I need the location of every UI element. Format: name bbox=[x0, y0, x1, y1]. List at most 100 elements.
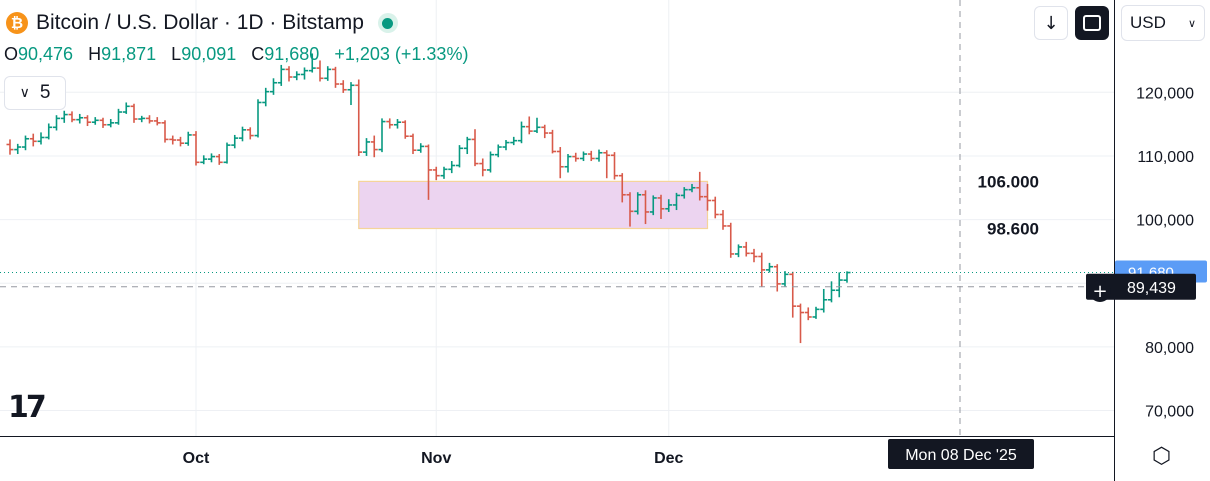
ohlc-bar bbox=[618, 173, 626, 203]
tradingview-logo-icon[interactable]: 17 bbox=[8, 390, 47, 425]
change-value: +1,203 (+1.33%) bbox=[334, 44, 469, 64]
fullscreen-button[interactable] bbox=[1075, 6, 1109, 40]
ohlc-bar bbox=[704, 183, 711, 211]
ohlc-bar bbox=[246, 127, 254, 140]
zone-lower-label: 98.600 bbox=[987, 220, 1039, 239]
ohlc-bar bbox=[14, 143, 22, 155]
ohlc-bar bbox=[680, 187, 688, 199]
ohlc-bar bbox=[742, 241, 750, 257]
ohlc-bar bbox=[378, 118, 386, 153]
time-tick-label: Nov bbox=[421, 450, 451, 467]
ohlc-bar bbox=[169, 135, 177, 145]
symbol-title[interactable]: Bitcoin / U.S. Dollar · 1D · Bitstamp bbox=[36, 11, 364, 34]
price-zone-rectangle[interactable] bbox=[358, 180, 709, 230]
high-value: 91,871 bbox=[101, 44, 157, 64]
ohlc-bar bbox=[84, 115, 91, 127]
high-label: H bbox=[88, 44, 102, 64]
ohlc-bar bbox=[138, 115, 146, 123]
ohlc-bar bbox=[277, 64, 285, 86]
ohlc-bars bbox=[6, 53, 851, 344]
ohlc-bar bbox=[525, 116, 533, 135]
ohlc-bar bbox=[308, 53, 316, 73]
ohlc-bar bbox=[76, 113, 84, 124]
ohlc-bar bbox=[626, 192, 634, 227]
ohlc-bar bbox=[572, 152, 580, 162]
ohlc-bar bbox=[820, 288, 828, 313]
ohlc-bar bbox=[332, 66, 339, 88]
ohlc-bar bbox=[432, 166, 440, 181]
ohlc-bar bbox=[146, 115, 153, 124]
ohlc-bar bbox=[750, 248, 758, 263]
ohlc-bar bbox=[735, 244, 742, 258]
ohlc-bar bbox=[161, 120, 169, 143]
ohlc-bar bbox=[107, 119, 115, 128]
ohlc-bar bbox=[797, 303, 804, 344]
ohlc-bar bbox=[828, 281, 835, 303]
ohlc-bar bbox=[254, 99, 262, 138]
close-value: 91,680 bbox=[264, 44, 320, 64]
ohlc-bar bbox=[533, 117, 541, 134]
ohlc-bar bbox=[122, 102, 130, 114]
ohlc-bar bbox=[719, 210, 727, 230]
ohlc-bar bbox=[835, 272, 843, 298]
open-label: O bbox=[4, 44, 19, 64]
price-tick-label: 80,000 bbox=[1145, 340, 1194, 357]
ohlc-bar bbox=[580, 151, 587, 162]
ohlc-bar bbox=[355, 79, 363, 156]
add-alert-icon[interactable]: + bbox=[1089, 280, 1111, 302]
ohlc-bar bbox=[758, 252, 766, 288]
symbol-header[interactable]: ₿ Bitcoin / U.S. Dollar · 1D · Bitstamp bbox=[6, 9, 398, 37]
ohlc-bar bbox=[91, 117, 99, 125]
ohlc-bar bbox=[789, 271, 797, 318]
chevron-down-icon: ∨ bbox=[1187, 16, 1196, 30]
ohlc-bar bbox=[99, 117, 107, 128]
ohlc-bar bbox=[153, 117, 161, 126]
crosshair-price-box bbox=[1086, 273, 1196, 300]
ohlc-bar bbox=[262, 87, 270, 107]
ohlc-bar bbox=[487, 151, 494, 173]
ohlc-bar bbox=[285, 66, 293, 82]
ohlc-bar bbox=[115, 108, 122, 125]
currency-select[interactable]: USD ∨ bbox=[1121, 5, 1205, 41]
ohlc-bar bbox=[417, 143, 425, 153]
arrow-down-button[interactable]: ↓ bbox=[1034, 6, 1068, 40]
ohlc-bar bbox=[386, 118, 394, 129]
ohlc-bar bbox=[657, 194, 665, 219]
time-tick-label: Dec bbox=[654, 450, 683, 467]
chart-grid bbox=[0, 0, 1114, 436]
ohlc-bar bbox=[231, 134, 239, 149]
ohlc-bar bbox=[409, 133, 417, 155]
ohlc-bar bbox=[192, 131, 200, 166]
ohlc-bar bbox=[208, 153, 215, 163]
ohlc-bar bbox=[440, 166, 448, 179]
open-value: 90,476 bbox=[18, 44, 74, 64]
ohlc-bar bbox=[696, 171, 704, 201]
ohlc-bar bbox=[611, 152, 618, 180]
ohlc-bar bbox=[394, 119, 401, 129]
ohlc-bar bbox=[665, 199, 673, 212]
ohlc-bar bbox=[479, 158, 487, 177]
ohlc-bar bbox=[502, 140, 510, 151]
ohlc-bar bbox=[177, 136, 184, 147]
ohlc-bar bbox=[215, 154, 223, 165]
crosshair-date-label: Mon 08 Dec '25 bbox=[905, 447, 1017, 464]
time-tick-label: Oct bbox=[183, 450, 210, 467]
price-tick-label: 120,000 bbox=[1136, 85, 1194, 102]
bitcoin-icon: ₿ bbox=[6, 12, 28, 34]
ohlc-bar bbox=[316, 60, 324, 82]
ohlc-bar bbox=[363, 138, 370, 156]
ohlc-bar bbox=[673, 192, 680, 211]
arrow-down-icon: ↓ bbox=[1043, 12, 1059, 34]
ohlc-bar bbox=[603, 150, 611, 179]
ohlc-bar bbox=[425, 144, 432, 200]
market-status-icon[interactable] bbox=[377, 13, 398, 33]
ohlc-bar bbox=[347, 82, 355, 106]
low-value: 90,091 bbox=[181, 44, 237, 64]
ohlc-bar bbox=[60, 110, 68, 123]
ohlc-bar bbox=[587, 150, 595, 162]
settings-icon[interactable]: ⬡ bbox=[1152, 444, 1172, 469]
indicators-toggle-button[interactable]: ∨ 5 bbox=[4, 76, 66, 110]
crosshair-price-label: 89,439 bbox=[1127, 280, 1176, 297]
